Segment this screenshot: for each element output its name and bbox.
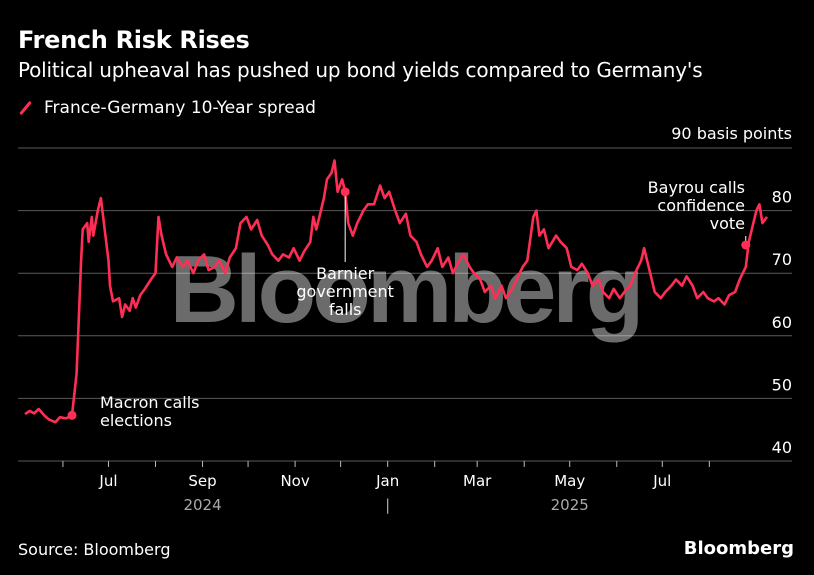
x-tick-label: May (554, 472, 585, 490)
annotation-marker (340, 187, 350, 197)
y-tick-label: 60 (772, 313, 792, 332)
y-tick-label: 80 (772, 188, 792, 207)
source-note: Source: Bloomberg (18, 540, 171, 559)
annotation-marker (741, 240, 751, 250)
series-line (24, 159, 769, 424)
chart-title: French Risk Rises (18, 26, 250, 54)
annotation-label: vote (710, 214, 745, 233)
legend: France-Germany 10-Year spread (18, 98, 316, 118)
year-label: 2024 (183, 496, 221, 514)
annotation-marker (67, 410, 77, 420)
annotation-label: Macron calls (100, 393, 199, 412)
annotation-label: government (296, 282, 394, 301)
year-label: 2025 (551, 496, 589, 514)
y-tick-label: 50 (772, 375, 792, 394)
x-tick-label: Jul (98, 472, 117, 490)
x-tick-label: Jul (652, 472, 671, 490)
x-tick-label: Jan (375, 472, 399, 490)
watermark: Bloomberg (170, 236, 641, 343)
x-tick-label: Nov (280, 472, 309, 490)
brand-logo: Bloomberg (683, 538, 794, 559)
annotation-label: elections (100, 411, 172, 430)
year-label: | (385, 496, 390, 514)
x-tick-label: Mar (463, 472, 492, 490)
y-unit-label: 90 basis points (671, 124, 792, 143)
annotation-label: Barnier (316, 264, 375, 283)
y-tick-label: 70 (772, 250, 792, 269)
annotation-label: falls (329, 300, 362, 319)
annotation-label: confidence (657, 196, 745, 215)
x-tick-label: Sep (188, 472, 216, 490)
legend-label: France-Germany 10-Year spread (44, 98, 316, 118)
chart-subtitle: Political upheaval has pushed up bond yi… (18, 58, 703, 82)
annotation-label: Bayrou calls (648, 178, 745, 197)
y-tick-label: 40 (772, 438, 792, 457)
